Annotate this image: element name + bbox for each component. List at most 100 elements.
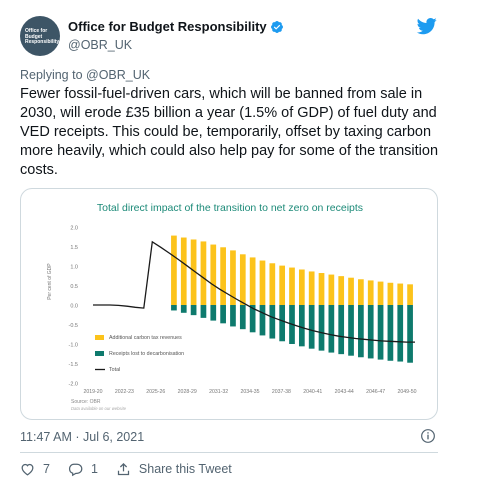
bar-receipts-lost <box>358 305 364 358</box>
total-line <box>93 240 415 343</box>
chart-svg: Total direct impact of the transition to… <box>47 202 417 411</box>
reply-count: 1 <box>90 462 98 476</box>
bar-receipts-lost <box>348 305 354 356</box>
x-tick-label: 2046-47 <box>366 389 385 395</box>
bar-carbon-revenue <box>269 263 276 305</box>
bar-carbon-revenue <box>190 239 197 305</box>
bar-receipts-lost <box>298 305 305 347</box>
chart-source: Source: OBR <box>71 399 101 405</box>
bar-carbon-revenue <box>279 265 286 305</box>
replying-mention-link[interactable]: @OBR_UK <box>86 68 151 82</box>
bar-receipts-lost <box>200 305 207 318</box>
x-tick-label: 2031-32 <box>209 389 228 395</box>
legend-label: Receipts lost to decarbonisation <box>109 351 184 357</box>
bar-receipts-lost <box>397 305 404 362</box>
tweet-header: Office for Budget Responsibility Office … <box>20 16 438 64</box>
bar-receipts-lost <box>180 305 187 313</box>
bar-receipts-lost <box>318 305 325 351</box>
info-icon[interactable] <box>420 428 436 444</box>
x-tick-label: 2028-29 <box>178 389 197 395</box>
tweet-timestamp[interactable]: 11:47 AM · Jul 6, 2021 <box>20 430 145 444</box>
x-tick-label: 2037-38 <box>272 389 291 395</box>
bar-receipts-lost <box>269 305 276 339</box>
x-tick-label: 2043-44 <box>335 389 354 395</box>
verified-badge-icon <box>270 20 283 33</box>
bar-carbon-revenue <box>259 260 266 305</box>
share-button[interactable]: Share this Tweet <box>116 462 232 477</box>
account-handle[interactable]: @OBR_UK <box>68 38 133 52</box>
bar-carbon-revenue <box>328 274 335 305</box>
bar-carbon-revenue <box>407 284 413 305</box>
bar-receipts-lost <box>220 305 226 324</box>
bar-receipts-lost <box>338 305 345 355</box>
bar-carbon-revenue <box>249 257 256 305</box>
y-tick-label: -2.0 <box>69 382 78 388</box>
avatar[interactable]: Office for Budget Responsibility <box>20 16 60 56</box>
bar-receipts-lost <box>407 305 413 363</box>
timestamp-row: 11:47 AM · Jul 6, 2021 <box>20 428 438 446</box>
bar-receipts-lost <box>171 305 177 311</box>
divider <box>20 452 438 453</box>
share-label: Share this Tweet <box>138 462 232 476</box>
bar-carbon-revenue <box>338 276 345 305</box>
y-tick-label: -0.5 <box>69 323 78 329</box>
y-tick-label: 2.0 <box>70 226 78 232</box>
bar-carbon-revenue <box>318 273 325 305</box>
replying-to: Replying to @OBR_UK <box>20 68 150 82</box>
bar-receipts-lost <box>279 305 286 342</box>
tweet-media-chart[interactable]: Total direct impact of the transition to… <box>20 188 438 420</box>
legend-label: Total <box>109 367 120 373</box>
share-icon <box>117 462 130 475</box>
bar-carbon-revenue <box>377 281 384 305</box>
reply-button[interactable]: 1 <box>68 462 98 477</box>
bar-receipts-lost <box>387 305 394 361</box>
bar-receipts-lost <box>308 305 315 349</box>
y-tick-label: -1.0 <box>69 343 78 349</box>
y-tick-label: 0.5 <box>70 284 78 290</box>
x-tick-label: 2019-20 <box>83 389 102 395</box>
bar-carbon-revenue <box>348 277 354 305</box>
bar-receipts-lost <box>230 305 236 327</box>
tweet-card: Office for Budget Responsibility Office … <box>6 0 446 491</box>
replying-prefix: Replying to <box>20 68 87 82</box>
bar-receipts-lost <box>328 305 335 353</box>
x-tick-label: 2040-41 <box>303 389 322 395</box>
tweet-actions: 7 1 Share this Tweet <box>20 460 250 478</box>
bar-carbon-revenue <box>289 267 295 305</box>
x-tick-label: 2034-35 <box>240 389 259 395</box>
heart-icon <box>21 463 34 476</box>
tweet-text: Fewer fossil-fuel-driven cars, which wil… <box>20 86 439 178</box>
bar-receipts-lost <box>367 305 374 359</box>
bar-carbon-revenue <box>230 250 236 305</box>
legend-swatch <box>95 335 104 340</box>
bar-receipts-lost <box>377 305 384 360</box>
bar-carbon-revenue <box>171 235 177 305</box>
bar-carbon-revenue <box>180 237 187 305</box>
y-tick-label: 0.0 <box>70 304 78 310</box>
chart-title: Total direct impact of the transition to… <box>97 202 363 214</box>
y-tick-label: -1.5 <box>69 362 78 368</box>
y-tick-label: 1.5 <box>70 245 78 251</box>
like-button[interactable]: 7 <box>20 462 50 477</box>
bar-carbon-revenue <box>210 244 217 305</box>
bar-carbon-revenue <box>367 280 374 305</box>
bar-receipts-lost <box>210 305 217 321</box>
bar-carbon-revenue <box>387 282 394 305</box>
avatar-logo-text: Office for Budget Responsibility <box>25 28 60 45</box>
display-name[interactable]: Office for Budget Responsibility <box>68 19 267 34</box>
bar-carbon-revenue <box>308 271 315 305</box>
legend-label: Additional carbon tax revenues <box>109 335 182 341</box>
bar-receipts-lost <box>249 305 256 333</box>
x-tick-label: 2025-26 <box>146 389 165 395</box>
bar-carbon-revenue <box>200 241 207 305</box>
bar-receipts-lost <box>239 305 246 330</box>
bar-carbon-revenue <box>239 254 246 305</box>
y-tick-label: 1.0 <box>70 265 78 271</box>
x-tick-label: 2049-50 <box>397 389 416 395</box>
like-count: 7 <box>43 462 50 476</box>
bar-carbon-revenue <box>298 269 305 305</box>
bar-carbon-revenue <box>358 279 364 305</box>
legend-swatch <box>95 351 104 356</box>
twitter-bird-icon[interactable] <box>416 16 438 36</box>
bar-carbon-revenue <box>220 247 226 305</box>
